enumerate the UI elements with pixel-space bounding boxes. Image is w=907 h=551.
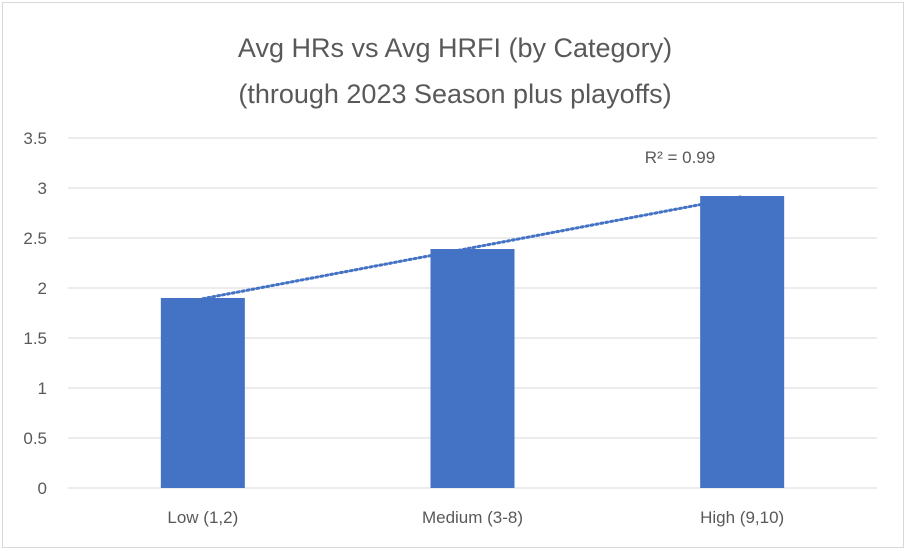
bar — [700, 196, 785, 488]
x-category-label: High (9,10) — [700, 508, 784, 527]
r-squared-label: R² = 0.99 — [645, 148, 715, 167]
chart-title-line-1: Avg HRs vs Avg HRFI (by Category) — [238, 33, 672, 63]
y-axis-tick-labels: 0 0.5 1 1.5 2 2.5 3 3.5 — [23, 129, 47, 498]
x-category-label: Medium (3-8) — [422, 508, 523, 527]
chart-title-line-2: (through 2023 Season plus playoffs) — [238, 79, 671, 109]
trendline — [201, 195, 744, 301]
bar — [430, 249, 515, 488]
y-tick-label: 2 — [38, 279, 47, 298]
x-category-label: Low (1,2) — [167, 508, 238, 527]
y-tick-label: 3 — [38, 179, 47, 198]
y-tick-label: 1 — [38, 379, 47, 398]
trendline-path — [201, 195, 744, 301]
y-tick-label: 0 — [38, 479, 47, 498]
y-tick-label: 1.5 — [23, 329, 47, 348]
bars — [160, 196, 785, 488]
y-tick-label: 0.5 — [23, 429, 47, 448]
y-tick-label: 2.5 — [23, 229, 47, 248]
x-axis-category-labels: Low (1,2) Medium (3-8) High (9,10) — [167, 508, 784, 527]
bar — [160, 298, 245, 488]
y-tick-label: 3.5 — [23, 129, 47, 148]
